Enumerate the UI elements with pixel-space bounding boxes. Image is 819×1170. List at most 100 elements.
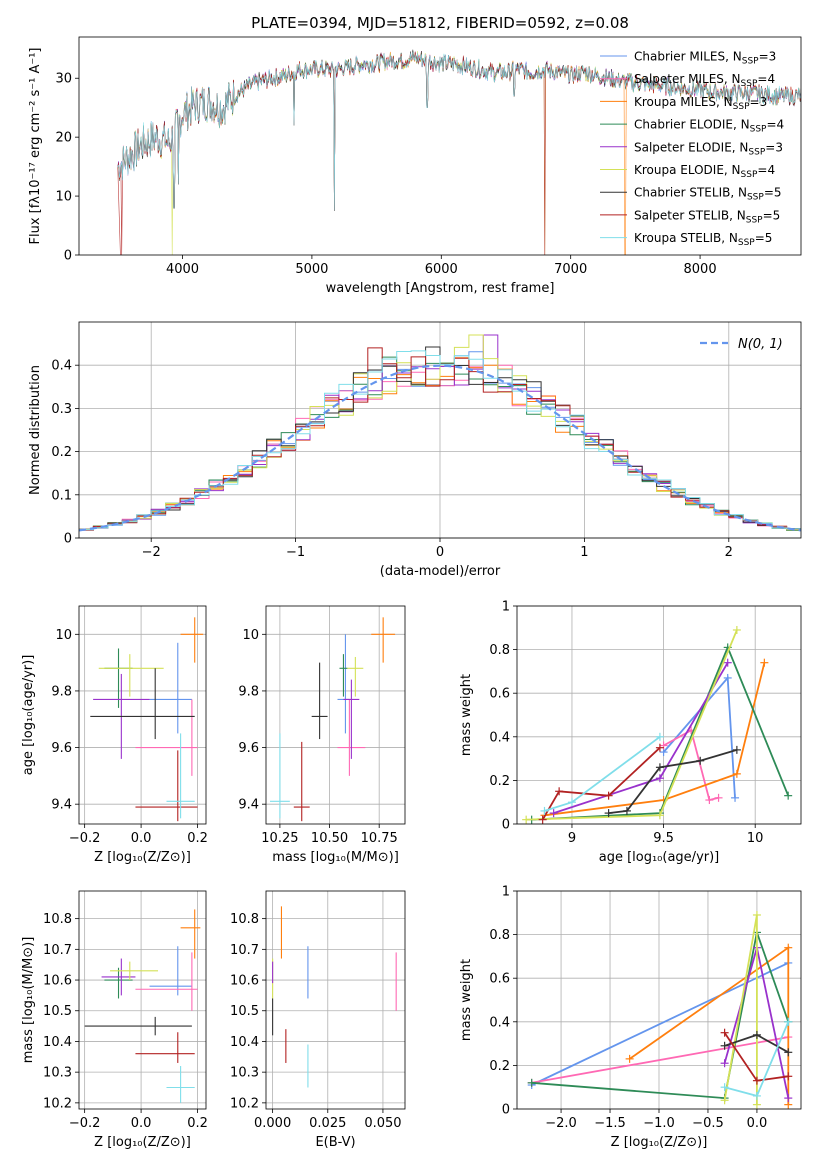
errorbar-chabrier-stelib — [90, 668, 195, 740]
y-tick-label: 0 — [502, 1103, 510, 1118]
plot-area — [79, 334, 801, 532]
x-tick-label: 9 — [568, 831, 576, 846]
errorbar-chabrier-miles — [149, 642, 192, 734]
y-tick-label: 10.2 — [230, 1096, 259, 1111]
legend-entry: N(0, 1) — [738, 337, 783, 352]
legend-entry: Salpeter ELODIE, NSSP=3 — [634, 140, 783, 157]
data-point — [655, 732, 664, 741]
x-tick-label: 0.0 — [131, 831, 152, 846]
axes-frame — [516, 605, 802, 825]
panel-weight-vs-age: 9 9.5 10 0 0.2 0.4 0.6 0.8 1 age [log₁₀(age/yr)] m… — [459, 600, 802, 865]
plot-area — [117, 49, 801, 255]
y-tick-label: 0.6 — [489, 687, 510, 702]
axes-frame — [78, 605, 207, 825]
data-point — [622, 806, 631, 815]
y-axis-label: mass [log₁₀(M/M⊙)] — [21, 937, 36, 1064]
legend-entry: Chabrier STELIB, NSSP=5 — [634, 186, 782, 203]
panel-residuals: −2 −1 0 1 2 0 0.1 0.2 0.3 0.4 (data-model)/error No… — [28, 321, 802, 579]
plot-area — [522, 625, 793, 824]
y-tick-label: 9.6 — [238, 741, 259, 756]
x-axis-label: mass [log₁₀(M/M⊙)] — [272, 850, 399, 865]
data-point — [655, 811, 664, 820]
x-axis-label: wavelength [Angstrom, rest frame] — [326, 281, 555, 296]
data-point — [731, 793, 740, 802]
y-tick-label: 9.4 — [51, 798, 72, 813]
y-tick-label: 10.3 — [230, 1066, 259, 1081]
data-point — [527, 1078, 536, 1087]
legend-entry: Chabrier ELODIE, NSSP=4 — [634, 118, 784, 135]
data-point — [604, 791, 613, 800]
histogram-kroupa-elodie — [79, 334, 801, 531]
errorbar-kroupa-miles — [180, 909, 201, 959]
panel-weight-vs-Z: −2.0 −1.5 −1.0 −0.5 0.0 0 0.2 0.4 0.6 0.8 1 Z [log₁… — [459, 885, 802, 1150]
y-tick-label: 10.2 — [43, 1096, 72, 1111]
errorbar-kroupa-stelib — [166, 1066, 195, 1103]
errorbar-salpeter-miles — [135, 952, 198, 1011]
data-point — [705, 796, 714, 805]
data-point — [732, 625, 741, 634]
x-tick-label: 0.025 — [309, 1116, 346, 1131]
data-point — [720, 1028, 729, 1037]
y-axis-label: mass weight — [459, 959, 474, 1041]
data-point — [655, 774, 664, 783]
y-axis-label: mass weight — [459, 674, 474, 756]
errorbar-kroupa-stelib — [269, 733, 290, 819]
x-tick-label: 5000 — [295, 262, 328, 277]
y-tick-label: 0 — [502, 818, 510, 833]
y-tick-label: 20 — [55, 131, 72, 146]
data-point — [732, 769, 741, 778]
data-point — [696, 756, 705, 765]
x-tick-label: −1 — [286, 545, 305, 560]
x-tick-label: 1 — [580, 545, 588, 560]
x-tick-label: 0.050 — [364, 1116, 401, 1131]
data-point — [784, 1094, 793, 1103]
data-point — [732, 745, 741, 754]
x-tick-label: −0.5 — [692, 1116, 724, 1131]
y-tick-label: 0.2 — [51, 445, 72, 460]
y-tick-label: 10.8 — [43, 912, 72, 927]
x-tick-label: 4000 — [166, 262, 199, 277]
legend-entry: Salpeter STELIB, NSSP=5 — [634, 208, 780, 225]
x-tick-label: −1.5 — [594, 1116, 626, 1131]
y-tick-label: 10.5 — [230, 1004, 259, 1019]
x-tick-label: 0.0 — [747, 1116, 768, 1131]
errorbar-kroupa-elodie — [110, 961, 159, 981]
series-kroupa-stelib — [544, 736, 661, 812]
x-axis-label: (data-model)/error — [380, 564, 501, 579]
axes-frame — [265, 890, 406, 1110]
data-point — [752, 1030, 761, 1039]
x-tick-label: 10 — [747, 831, 764, 846]
y-tick-label: 10.4 — [43, 1035, 72, 1050]
errorbar-chabrier-stelib — [84, 1016, 192, 1036]
series-kroupa-miles — [544, 662, 766, 817]
x-axis-label: Z [log₁₀(Z/Z⊙)] — [611, 1135, 708, 1150]
y-tick-label: 10.6 — [230, 974, 259, 989]
errorbar-chabrier-stelib — [311, 662, 328, 740]
y-tick-label: 10.7 — [230, 943, 259, 958]
axes-frame — [78, 321, 802, 539]
data-point — [752, 1100, 761, 1109]
errorbar-salpeter-miles — [135, 699, 198, 776]
y-tick-label: 0.2 — [489, 774, 510, 789]
y-tick-label: 0 — [64, 532, 72, 547]
x-tick-label: 2 — [725, 545, 733, 560]
y-tick-label: 0.8 — [489, 643, 510, 658]
errorbar-salpeter-stelib — [135, 1032, 195, 1063]
y-tick-label: 0.4 — [489, 730, 510, 745]
data-point — [567, 798, 576, 807]
y-tick-label: 10 — [55, 628, 72, 643]
data-point — [538, 815, 547, 824]
histogram-salpeter-stelib — [79, 347, 801, 531]
data-point — [655, 763, 664, 772]
errorbar-chabrier-elodie — [104, 967, 133, 999]
y-tick-label: 0.6 — [489, 972, 510, 987]
x-tick-label: 0.000 — [254, 1116, 291, 1131]
x-tick-label: 8000 — [684, 262, 717, 277]
x-tick-label: 9.5 — [653, 831, 674, 846]
data-point — [555, 787, 564, 796]
axes-frame — [516, 890, 802, 1110]
x-tick-label: 0.0 — [131, 1116, 152, 1131]
plot-area — [269, 617, 396, 822]
data-point — [784, 1048, 793, 1057]
